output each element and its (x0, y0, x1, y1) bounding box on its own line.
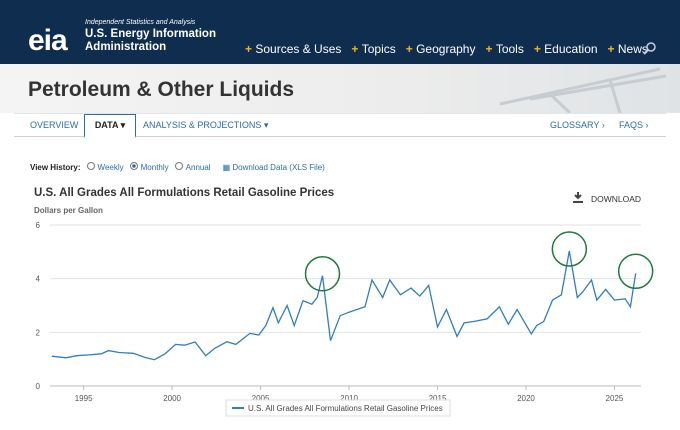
download-text[interactable]: DOWNLOAD (591, 194, 641, 204)
y-tick-label: 0 (36, 382, 41, 391)
radio-option[interactable]: Monthly (129, 162, 169, 172)
nav-item[interactable]: Tools (485, 42, 524, 56)
y-tick-label: 6 (36, 221, 41, 230)
tab-label[interactable]: GLOSSARY (550, 120, 600, 130)
x-tick-label: 2020 (517, 394, 535, 403)
tab-label[interactable]: FAQS (619, 120, 644, 130)
radio-option[interactable]: Annual (174, 162, 211, 172)
x-tick-label: 2025 (606, 394, 624, 403)
x-tick-label: 2015 (429, 394, 447, 403)
banner-art (499, 67, 666, 113)
tab[interactable]: OVERVIEW (30, 120, 79, 130)
nav-item[interactable]: Geography (406, 42, 475, 56)
search-icon[interactable] (643, 41, 657, 55)
data-line (51, 250, 637, 361)
x-tick-label: 2000 (163, 394, 181, 403)
main-nav: Sources & Uses Topics Geography Tools Ed… (245, 42, 648, 56)
nav-item[interactable]: News (608, 42, 648, 56)
legend: U.S. All Grades All Formulations Retail … (225, 399, 451, 417)
option-label[interactable]: Annual (185, 163, 211, 172)
y-tick-label: 4 (36, 275, 41, 284)
x-tick-label: 1995 (75, 394, 93, 403)
highlight-circle (304, 255, 341, 292)
chart-title: U.S. All Grades All Formulations Retail … (34, 187, 334, 199)
highlight-circle (617, 253, 654, 290)
legend-label: U.S. All Grades All Formulations Retail … (248, 404, 443, 413)
logo[interactable]: eia (28, 24, 68, 57)
tab-label[interactable]: ANALYSIS & PROJECTIONS (143, 120, 262, 130)
tab-active[interactable]: DATA ▾ (84, 114, 136, 138)
y-axis-label: Dollars per Gallon (34, 206, 103, 215)
x-tick-label: 2005 (252, 394, 270, 403)
tagline: Independent Statistics and Analysis (85, 19, 196, 26)
option-label[interactable]: Weekly (97, 163, 124, 172)
legend-box (225, 399, 451, 417)
download-link-text[interactable]: Download Data (XLS File) (232, 162, 325, 172)
tab-label[interactable]: DATA (94, 120, 119, 130)
nav-item[interactable]: Education (534, 42, 597, 56)
chart: U.S. All Grades All Formulations Retail … (34, 187, 654, 417)
option-label[interactable]: Monthly (140, 163, 169, 172)
tab-bar: OVERVIEW DATA ▾ ANALYSIS & PROJECTIONS ▾… (14, 113, 666, 138)
page-title: Petroleum & Other Liquids (28, 78, 295, 101)
y-tick-label: 2 (36, 328, 41, 337)
tab[interactable]: GLOSSARY › (550, 120, 605, 130)
x-tick-label: 2010 (340, 394, 358, 403)
download-link[interactable]: ▦ Download Data (XLS File) (222, 162, 325, 172)
highlight-circle (551, 231, 588, 267)
radio-option[interactable]: Weekly (86, 162, 124, 172)
download-button[interactable]: DOWNLOAD (573, 192, 641, 204)
tab[interactable]: ANALYSIS & PROJECTIONS ▾ (143, 120, 269, 130)
nav-item[interactable]: Topics (351, 42, 396, 56)
agency-name[interactable]: U.S. Energy Information Administration (85, 28, 216, 53)
nav-item[interactable]: Sources & Uses (245, 42, 341, 56)
tab[interactable]: FAQS › (619, 120, 649, 130)
view-history-label: View History: (30, 162, 81, 172)
view-history: View History: Weekly Monthly Annual ▦ Do… (30, 162, 325, 172)
